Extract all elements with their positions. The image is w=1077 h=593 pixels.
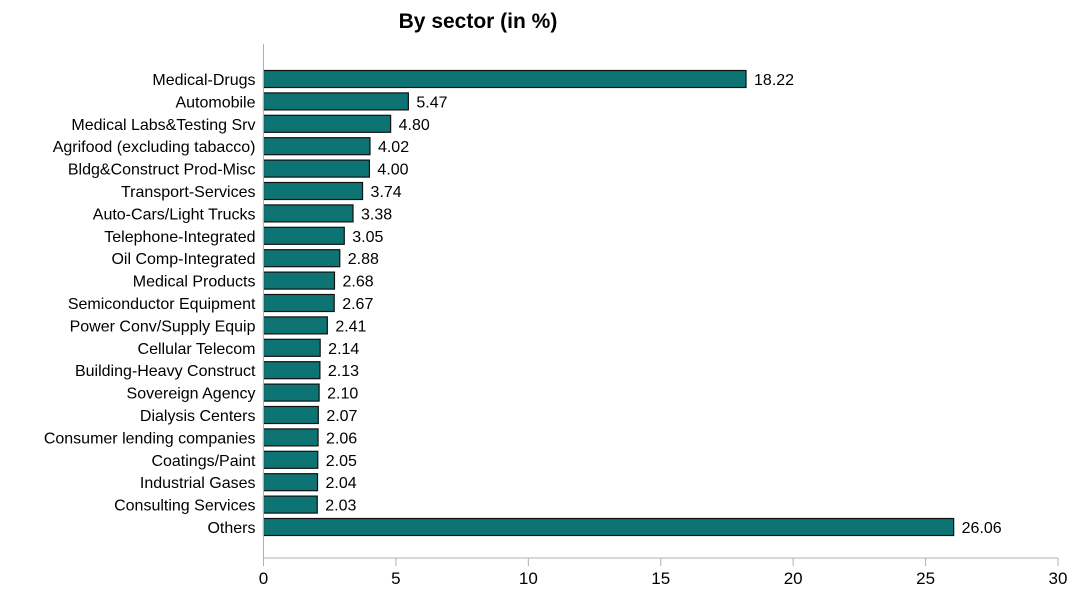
value-label: 2.10 (327, 386, 358, 403)
bars-group (262, 69, 955, 537)
x-tick-label: 30 (1049, 569, 1068, 588)
value-label: 26.06 (962, 520, 1002, 537)
value-label: 4.00 (377, 162, 408, 179)
category-label: Agrifood (excluding tabacco) (53, 139, 256, 156)
x-tick-label: 20 (784, 569, 803, 588)
category-label: Automobile (175, 94, 255, 111)
category-label: Medical Labs&Testing Srv (71, 117, 255, 134)
bar (262, 450, 319, 469)
x-tick-label: 15 (651, 569, 670, 588)
value-label: 5.47 (416, 94, 447, 111)
category-label: Medical Products (133, 274, 256, 291)
category-label: Bldg&Construct Prod-Misc (68, 162, 256, 179)
category-label: Medical-Drugs (152, 72, 255, 89)
axes-group: 0 5 10 15 20 25 30 (259, 44, 1068, 588)
value-label: 2.68 (342, 274, 373, 291)
value-label: 3.74 (371, 184, 402, 201)
value-label: 3.38 (361, 206, 392, 223)
value-label: 18.22 (754, 72, 794, 89)
value-label: 2.14 (328, 341, 359, 358)
bar (262, 316, 328, 335)
x-tick-label: 10 (519, 569, 538, 588)
category-label: Telephone-Integrated (104, 229, 255, 246)
bar (262, 405, 319, 425)
category-label: Coatings/Paint (151, 453, 256, 470)
bar (262, 159, 371, 178)
bar (262, 338, 321, 357)
bar (262, 361, 321, 380)
bar (262, 92, 409, 111)
category-label: Power Conv/Supply Equip (70, 318, 256, 335)
bar (262, 428, 319, 447)
category-label: Others (207, 520, 255, 537)
bar (262, 249, 341, 268)
category-label: Consumer lending companies (44, 430, 256, 447)
bar (262, 293, 335, 313)
value-label: 2.05 (326, 453, 357, 470)
chart-title: By sector (in %) (398, 10, 558, 33)
bar (262, 517, 955, 537)
bar (262, 114, 392, 133)
value-label: 4.02 (378, 139, 409, 156)
bar (262, 383, 320, 402)
category-labels-group: Medical-Drugs Automobile Medical Labs&Test… (44, 72, 256, 537)
value-label: 3.05 (352, 229, 383, 246)
bar (262, 181, 364, 201)
category-label: Oil Comp-Integrated (111, 251, 255, 268)
bar (262, 226, 345, 245)
x-tick-label: 25 (916, 569, 935, 588)
value-label: 2.13 (328, 363, 359, 380)
bar (262, 271, 336, 290)
bar (262, 495, 318, 514)
category-label: Cellular Telecom (138, 341, 256, 358)
value-label: 2.06 (326, 430, 357, 447)
value-label: 2.67 (342, 296, 373, 313)
value-label: 2.41 (335, 318, 366, 335)
value-label: 2.04 (326, 475, 357, 492)
category-label: Sovereign Agency (127, 386, 256, 403)
category-label: Industrial Gases (140, 475, 256, 492)
category-label: Consulting Services (114, 498, 255, 515)
category-label: Dialysis Centers (140, 408, 256, 425)
category-label: Transport-Services (121, 184, 256, 201)
x-tick-label: 0 (259, 569, 268, 588)
value-labels-group: 18.22 5.47 4.80 4.02 4.00 3.74 3.38 3.05 2.88 2.6… (325, 72, 1002, 537)
value-label: 2.03 (325, 498, 356, 515)
category-label: Auto-Cars/Light Trucks (93, 206, 256, 223)
value-label: 4.80 (399, 117, 430, 134)
bar (262, 69, 747, 89)
category-label: Building-Heavy Construct (75, 363, 256, 380)
value-label: 2.07 (326, 408, 357, 425)
bar (262, 473, 319, 492)
value-label: 2.88 (348, 251, 379, 268)
bar (262, 137, 371, 156)
bar (262, 204, 354, 223)
category-label: Semiconductor Equipment (68, 296, 256, 313)
x-tick-label: 5 (391, 569, 400, 588)
